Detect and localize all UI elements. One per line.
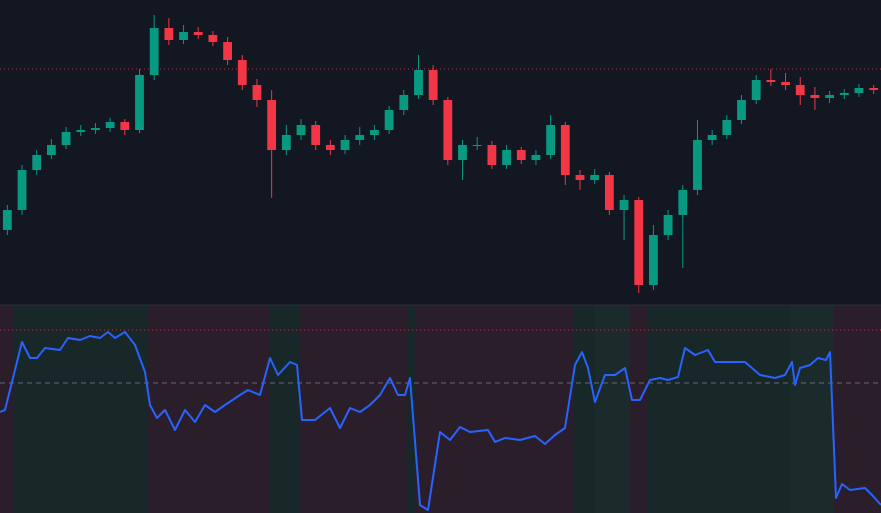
- candle-body: [487, 145, 497, 165]
- indicator-line: [0, 331, 881, 511]
- candle-body: [663, 215, 673, 235]
- region: [648, 305, 790, 513]
- candle-body: [825, 95, 835, 98]
- candle-body: [428, 70, 438, 100]
- candle-body: [46, 145, 56, 155]
- candle-body: [839, 93, 849, 95]
- region: [415, 305, 573, 513]
- candle-body: [795, 85, 805, 95]
- candle-body: [179, 32, 188, 40]
- region: [630, 305, 648, 513]
- candle-body: [766, 80, 776, 82]
- candle-body: [208, 35, 218, 42]
- candle-body: [149, 28, 159, 75]
- candle-body: [164, 28, 174, 40]
- candle-body: [76, 130, 86, 132]
- candle-body: [869, 88, 879, 90]
- region: [834, 305, 881, 513]
- region: [270, 305, 300, 513]
- candle-body: [649, 235, 658, 285]
- candle-body: [325, 145, 335, 150]
- candle-body: [252, 85, 262, 100]
- candle-body: [619, 200, 629, 210]
- candle-body: [281, 135, 291, 150]
- candle-body: [634, 200, 644, 285]
- candle-body: [516, 150, 526, 160]
- candle-body: [32, 155, 42, 170]
- candle-body: [2, 210, 12, 230]
- candle-body: [604, 175, 614, 210]
- candle-body: [223, 42, 232, 60]
- candle-body: [458, 145, 467, 160]
- candle-body: [135, 75, 144, 130]
- candle-body: [546, 125, 556, 155]
- candle-body: [590, 175, 600, 180]
- candle-body: [237, 60, 247, 85]
- candle-body: [854, 88, 864, 93]
- candle-body: [267, 100, 277, 150]
- region: [573, 305, 595, 513]
- candle-body: [693, 140, 702, 190]
- candle-body: [61, 132, 71, 145]
- candle-body: [399, 95, 409, 110]
- candle-body: [17, 170, 27, 210]
- candle-body: [472, 145, 482, 146]
- candle-body: [105, 122, 115, 128]
- candle-body: [443, 100, 453, 160]
- candle-body: [91, 128, 100, 130]
- candle-body: [751, 80, 761, 100]
- candle-body: [355, 135, 365, 140]
- region: [790, 305, 834, 513]
- candle-body: [414, 70, 423, 95]
- candle-body: [370, 130, 379, 135]
- candle-body: [781, 82, 790, 85]
- candle-body: [810, 95, 820, 98]
- candle-body: [384, 110, 394, 130]
- region: [595, 305, 630, 513]
- candle-body: [531, 155, 541, 160]
- candle-body: [737, 100, 746, 120]
- candle-body: [678, 190, 688, 215]
- candle-body: [722, 120, 732, 135]
- candle-body: [502, 150, 511, 165]
- candle-body: [311, 125, 321, 145]
- candle-body: [707, 135, 717, 140]
- candle-body: [120, 122, 130, 130]
- candle-body: [296, 125, 306, 135]
- candle-body: [560, 125, 570, 175]
- candle-body: [193, 32, 203, 35]
- region: [0, 305, 14, 513]
- candle-body: [340, 140, 350, 150]
- candle-body: [575, 175, 585, 180]
